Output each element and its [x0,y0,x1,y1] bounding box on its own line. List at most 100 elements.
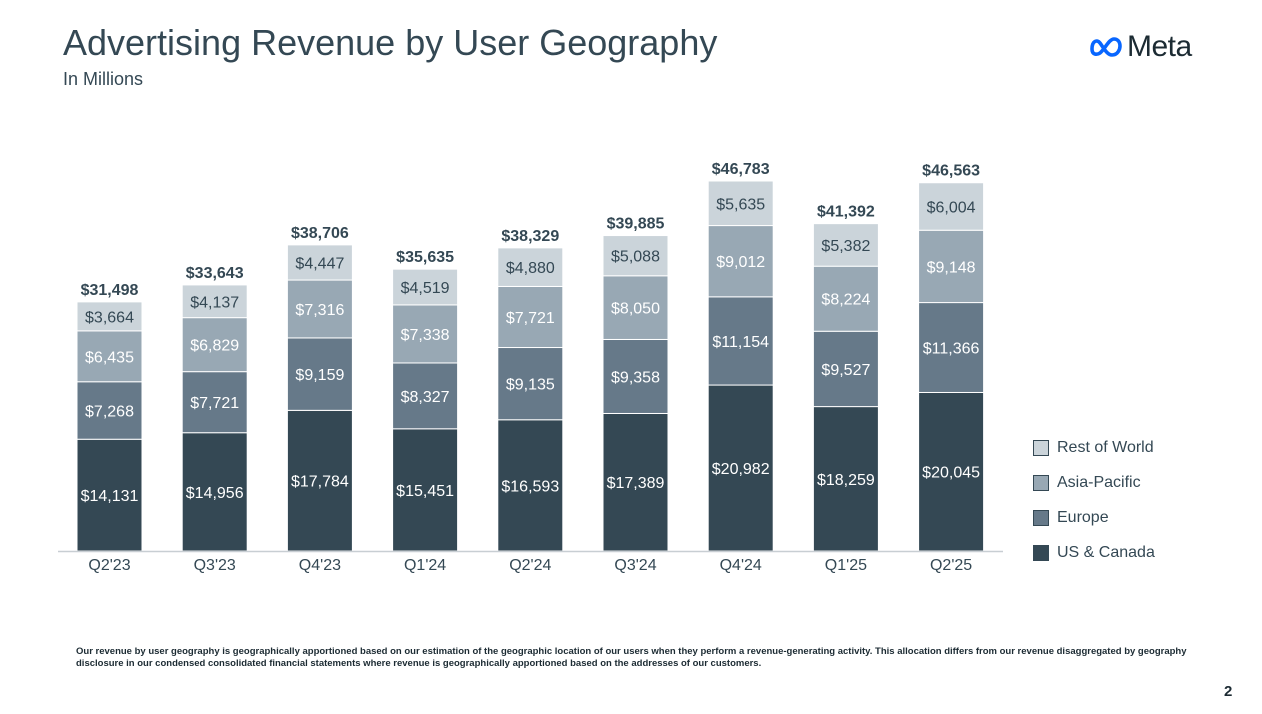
bar-segment-asia-pacific [707,225,774,298]
x-axis-tick-label: Q2'24 [509,557,551,574]
segment-value-label: $16,593 [501,478,559,495]
bar-total-label: $38,329 [501,228,559,245]
segment-value-label: $15,451 [396,483,454,500]
bar-segment-us-canada [286,409,353,552]
bar-segment-us-canada [181,432,248,552]
segment-value-label: $3,664 [85,309,134,326]
segment-value-label: $8,224 [821,292,870,309]
bar-segment-rest-of-world [181,284,248,319]
segment-value-label: $9,012 [716,254,765,271]
segment-value-label: $14,131 [81,488,139,505]
page-number: 2 [1224,683,1233,700]
legend-item: Asia-Pacific [1033,465,1155,500]
bar-total-label: $31,498 [81,282,139,299]
legend-label: Asia-Pacific [1057,473,1141,491]
bar-segment-us-canada [707,384,774,552]
bar-segment-rest-of-world [602,235,669,277]
segment-value-label: $9,527 [821,362,870,379]
segment-value-label: $4,880 [506,260,555,277]
segment-value-label: $17,784 [291,474,349,491]
segment-value-label: $7,721 [190,395,239,412]
page-title: Advertising Revenue by User Geography [63,22,718,63]
bar-segment-europe [76,381,143,440]
bar-segment-asia-pacific [602,275,669,340]
bar-segment-rest-of-world [707,180,774,227]
segment-value-label: $6,829 [190,338,239,355]
bar-segment-europe [286,337,353,411]
segment-value-label: $6,004 [927,199,976,216]
bar-segment-rest-of-world [812,223,879,267]
segment-value-label: $17,389 [607,475,665,492]
segment-value-label: $9,135 [506,377,555,394]
bar-segment-europe [602,338,669,414]
segment-value-label: $7,721 [506,310,555,327]
bar-segment-europe [497,347,564,421]
bar-segment-rest-of-world [918,182,985,231]
legend-swatch [1033,474,1049,491]
bar-total-label: $35,635 [396,249,454,266]
segment-value-label: $7,338 [401,327,450,344]
legend-label: Rest of World [1057,438,1154,456]
segment-value-label: $20,045 [922,465,980,482]
stacked-bar-chart: $14,131 $7,268 $6,435 $3,664 $31,498 Q2'23 $14… [58,161,1003,574]
x-axis-tick-label: Q2'25 [930,557,972,574]
bar-total-label: $38,706 [291,225,349,242]
bar-total-label: $39,885 [607,216,665,233]
segment-value-label: $7,316 [295,302,344,319]
bar-segment-rest-of-world [392,268,459,306]
segment-value-label: $4,137 [190,294,239,311]
x-axis-tick-label: Q2'23 [88,557,130,574]
bar-segment-europe [812,330,879,408]
bar-segment-rest-of-world [286,244,353,281]
bar-segment-asia-pacific [812,265,879,332]
bar-segment-asia-pacific [918,229,985,304]
segment-value-label: $8,050 [611,301,660,318]
footnote: Our revenue by user geography is geograp… [76,646,1187,669]
legend-swatch [1033,509,1049,526]
segment-value-label: $5,088 [611,249,660,266]
legend-label: US & Canada [1057,543,1155,561]
bar-total-label: $41,392 [817,204,875,221]
segment-value-label: $20,982 [712,461,770,478]
x-axis-tick-label: Q4'24 [720,557,762,574]
bar-total-label: $33,643 [186,265,244,282]
x-axis-tick-label: Q1'24 [404,557,446,574]
meta-logo: Meta [1088,30,1192,64]
bar-segment-asia-pacific [286,279,353,339]
x-axis-tick-label: Q4'23 [299,557,341,574]
page-subtitle: In Millions [63,69,144,89]
x-axis-tick-label: Q3'23 [194,557,236,574]
bar-total-label: $46,563 [922,163,980,180]
bar-segment-us-canada [918,391,985,552]
segment-value-label: $18,259 [817,472,875,489]
bar-segment-asia-pacific [392,304,459,364]
chart-legend: Rest of World Asia-Pacific Europe US & Cana… [1033,430,1155,570]
segment-value-label: $7,268 [85,403,134,420]
segment-value-label: $14,956 [186,485,244,502]
segment-value-label: $9,159 [295,367,344,384]
x-axis-tick-label: Q3'24 [614,557,656,574]
meta-infinity-icon [1090,37,1122,57]
segment-value-label: $9,148 [927,259,976,276]
bar-segment-europe [707,296,774,386]
legend-item: Europe [1033,500,1155,535]
logo-text: Meta [1127,30,1192,63]
segment-value-label: $5,635 [716,196,765,213]
segment-value-label: $11,154 [712,334,769,351]
bar-segment-europe [918,302,985,393]
bar-segment-rest-of-world [497,247,564,287]
legend-label: Europe [1057,508,1109,526]
segment-value-label: $4,447 [295,255,344,272]
segment-value-label: $11,366 [923,341,980,358]
legend-swatch [1033,544,1049,561]
segment-value-label: $8,327 [401,389,450,406]
segment-value-label: $4,519 [401,280,450,297]
bar-segment-us-canada [602,412,669,552]
legend-swatch [1033,439,1049,456]
bar-segment-us-canada [497,419,564,552]
legend-item: Rest of World [1033,430,1155,465]
x-axis-tick-label: Q1'25 [825,557,867,574]
bar-total-label: $46,783 [712,161,770,178]
segment-value-label: $9,358 [611,369,660,386]
bar-segment-rest-of-world [76,301,143,332]
